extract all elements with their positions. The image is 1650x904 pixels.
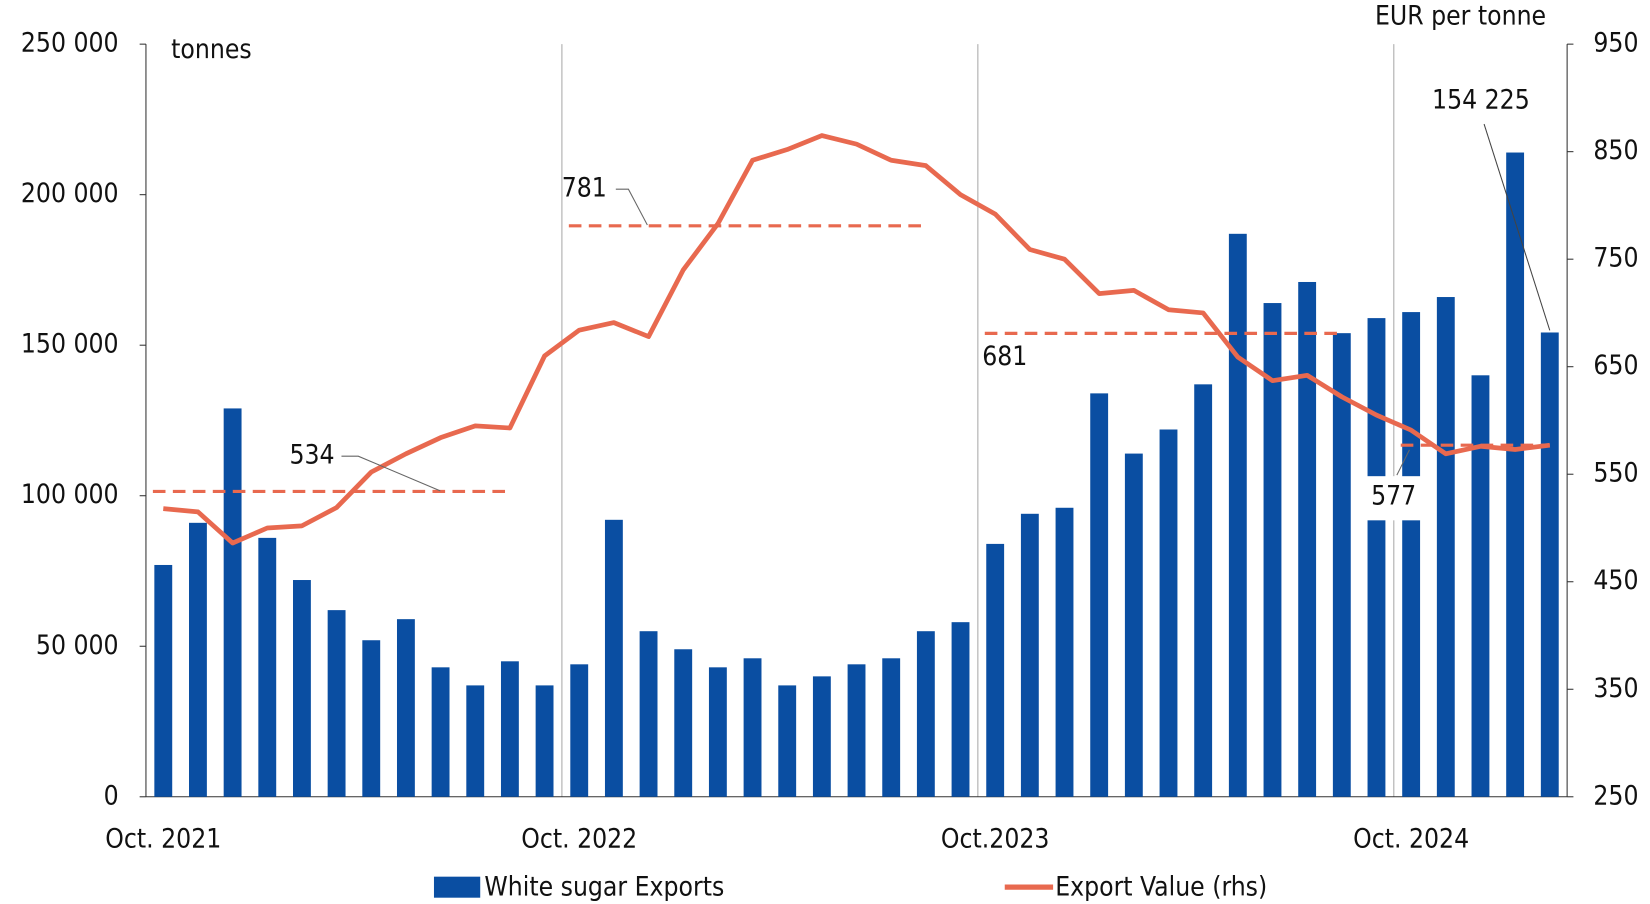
bar xyxy=(570,664,589,797)
bar xyxy=(292,580,311,797)
bar xyxy=(1298,281,1317,797)
legend-label: Export Value (rhs) xyxy=(1055,873,1267,903)
legend-swatch xyxy=(433,876,481,898)
bar xyxy=(327,610,346,797)
bar xyxy=(1540,332,1559,797)
y-tick-label: 100 000 xyxy=(21,480,119,510)
y2-tick-label: 750 xyxy=(1593,244,1638,274)
bar xyxy=(812,676,831,797)
x-tick-label: Oct. 2024 xyxy=(1353,824,1469,854)
bar xyxy=(1090,393,1109,797)
bar xyxy=(466,685,485,797)
average-label: 534 xyxy=(289,441,334,471)
label-leader xyxy=(615,188,648,226)
legend-label: White sugar Exports xyxy=(484,873,724,903)
y2-tick-label: 450 xyxy=(1593,566,1638,596)
bar xyxy=(1228,233,1247,797)
label-bg xyxy=(1365,476,1423,521)
bar xyxy=(778,685,797,797)
average-label: 577 xyxy=(1371,482,1416,512)
y-tick-label: 150 000 xyxy=(21,330,119,360)
y-axis-label: tonnes xyxy=(171,35,252,65)
average-label: 781 xyxy=(562,174,607,204)
bar xyxy=(743,658,762,797)
bar xyxy=(1471,375,1490,797)
bar xyxy=(1402,312,1421,797)
y-tick-label: 250 000 xyxy=(21,29,119,59)
bar xyxy=(500,661,519,797)
bar xyxy=(1436,297,1455,797)
bar xyxy=(604,519,623,797)
bar xyxy=(535,685,554,797)
y2-tick-label: 850 xyxy=(1593,136,1638,166)
line xyxy=(163,133,1551,546)
bar xyxy=(1367,318,1386,797)
y-tick-label: 200 000 xyxy=(21,179,119,209)
bar xyxy=(431,667,450,797)
x-tick-label: Oct. 2022 xyxy=(521,824,637,854)
y2-tick-label: 550 xyxy=(1593,459,1638,489)
y2-tick-label: 350 xyxy=(1593,674,1638,704)
bar xyxy=(1159,429,1178,797)
y2-axis-label: EUR per tonne xyxy=(1375,1,1546,31)
bar xyxy=(189,522,207,797)
bar xyxy=(882,658,901,797)
y2-tick-label: 650 xyxy=(1593,351,1638,381)
bar xyxy=(1332,333,1351,797)
x-tick-label: Oct. 2021 xyxy=(105,824,221,854)
bar xyxy=(1124,453,1143,797)
bar xyxy=(154,564,173,797)
label-leader xyxy=(341,455,441,492)
y2-tick-label: 250 xyxy=(1593,781,1638,811)
bar xyxy=(1194,384,1213,797)
bar xyxy=(223,408,242,797)
label-leader xyxy=(1483,123,1551,331)
bar xyxy=(986,543,1005,797)
bar xyxy=(847,664,866,797)
bar xyxy=(258,537,277,797)
value-label: 154 225 xyxy=(1432,85,1530,115)
bar xyxy=(708,667,727,797)
y-tick-label: 50 000 xyxy=(36,631,119,661)
average-label: 681 xyxy=(982,342,1027,372)
y2-tick-label: 950 xyxy=(1593,29,1638,59)
bar xyxy=(1263,303,1282,797)
bar xyxy=(639,631,658,797)
bar xyxy=(362,640,381,797)
bar xyxy=(396,619,415,797)
label-leader xyxy=(1396,449,1410,476)
y-tick-label: 0 xyxy=(104,781,119,811)
bar xyxy=(1506,152,1525,797)
bar xyxy=(1020,513,1039,797)
bar xyxy=(951,622,970,797)
x-tick-label: Oct.2023 xyxy=(941,824,1049,854)
bar xyxy=(674,649,693,797)
bar xyxy=(916,631,935,797)
bar xyxy=(1055,507,1074,797)
